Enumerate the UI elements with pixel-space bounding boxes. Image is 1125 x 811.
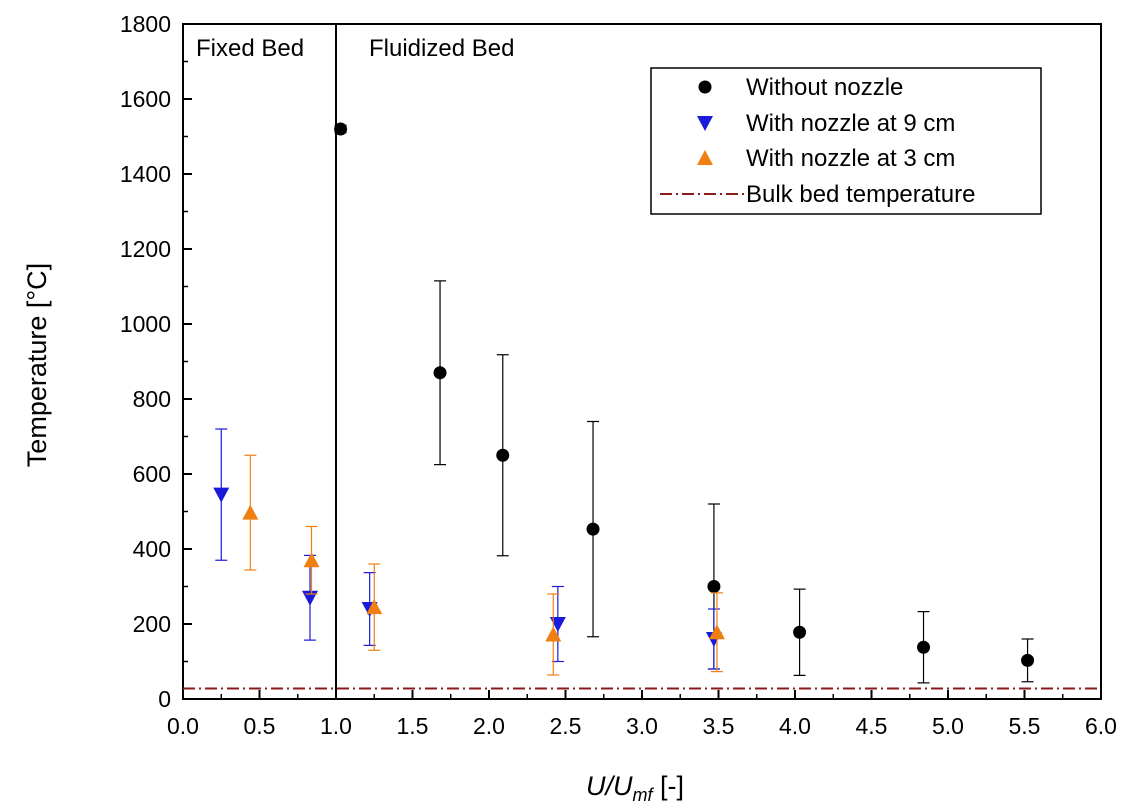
legend-label: With nozzle at 3 cm [746,145,955,172]
x-tick-label: 5.5 [1009,713,1041,739]
x-axis-title-suffix: [-] [653,771,685,801]
y-tick-label: 600 [133,461,171,487]
legend-label: Without nozzle [746,74,903,101]
data-point [708,624,725,640]
data-point [707,580,721,593]
y-tick-label: 1600 [120,86,171,112]
data-point [301,590,318,606]
y-tick-label: 400 [133,536,171,562]
legend-box [650,67,1042,215]
x-tick-label: 0.5 [244,713,276,739]
x-tick-label: 5.0 [932,713,964,739]
data-point [1021,653,1035,667]
y-tick-label: 0 [158,686,171,712]
y-tick-label: 1200 [120,236,171,262]
x-tick-label: 2.0 [473,713,505,739]
x-tick-label: 6.0 [1085,713,1117,739]
data-point [213,487,230,503]
x-tick-label: 2.5 [550,713,582,739]
y-tick-label: 800 [133,386,171,412]
legend-marker [697,150,713,165]
x-tick-label: 0.0 [167,713,199,739]
legend-label: Bulk bed temperature [746,181,975,208]
data-point [545,626,562,642]
y-tick-label: 1800 [120,11,171,37]
data-point [586,522,600,536]
region-labels: Fixed Bed Fluidized Bed [196,35,514,62]
data-point [433,366,447,380]
legend-marker [697,116,713,131]
x-tick-label: 4.0 [779,713,811,739]
x-tick-label: 3.5 [703,713,735,739]
x-axis-title: U/Umf [-] [586,771,684,805]
region-label-fluidized-bed: Fluidized Bed [369,35,514,62]
x-tick-label: 1.0 [320,713,352,739]
x-axis-title-main: U/U [586,771,633,801]
y-axis-title: Temperature [°C] [22,263,52,467]
y-axis: 0 200 400 600 800 1000 1200 1400 1600 1800 [120,11,192,712]
series-circle [334,122,1035,684]
region-label-fixed-bed: Fixed Bed [196,35,304,62]
data-point [242,504,259,520]
y-tick-label: 1400 [120,161,171,187]
data-point [366,599,383,615]
x-tick-label: 4.5 [856,713,888,739]
x-tick-label: 3.0 [626,713,658,739]
data-point [334,122,348,136]
x-axis-title-subscript: mf [633,785,655,805]
series-layer [213,122,1035,684]
legend-marker [698,80,712,94]
y-tick-label: 200 [133,611,171,637]
legend: Without nozzle With nozzle at 9 cm With no… [650,67,1042,215]
y-tick-label: 1000 [120,311,171,337]
data-point [917,640,931,654]
x-tick-label: 1.5 [397,713,429,739]
data-point [303,552,320,568]
data-point [496,448,510,462]
legend-label: With nozzle at 9 cm [746,110,955,137]
series-triangle-up [242,454,725,676]
x-axis: 0.0 0.5 1.0 1.5 2.0 2.5 3.0 3.5 4.0 4.5 5.0 5.5 6.0 [167,690,1117,739]
series-triangle-down [213,428,722,670]
data-point [793,625,807,639]
